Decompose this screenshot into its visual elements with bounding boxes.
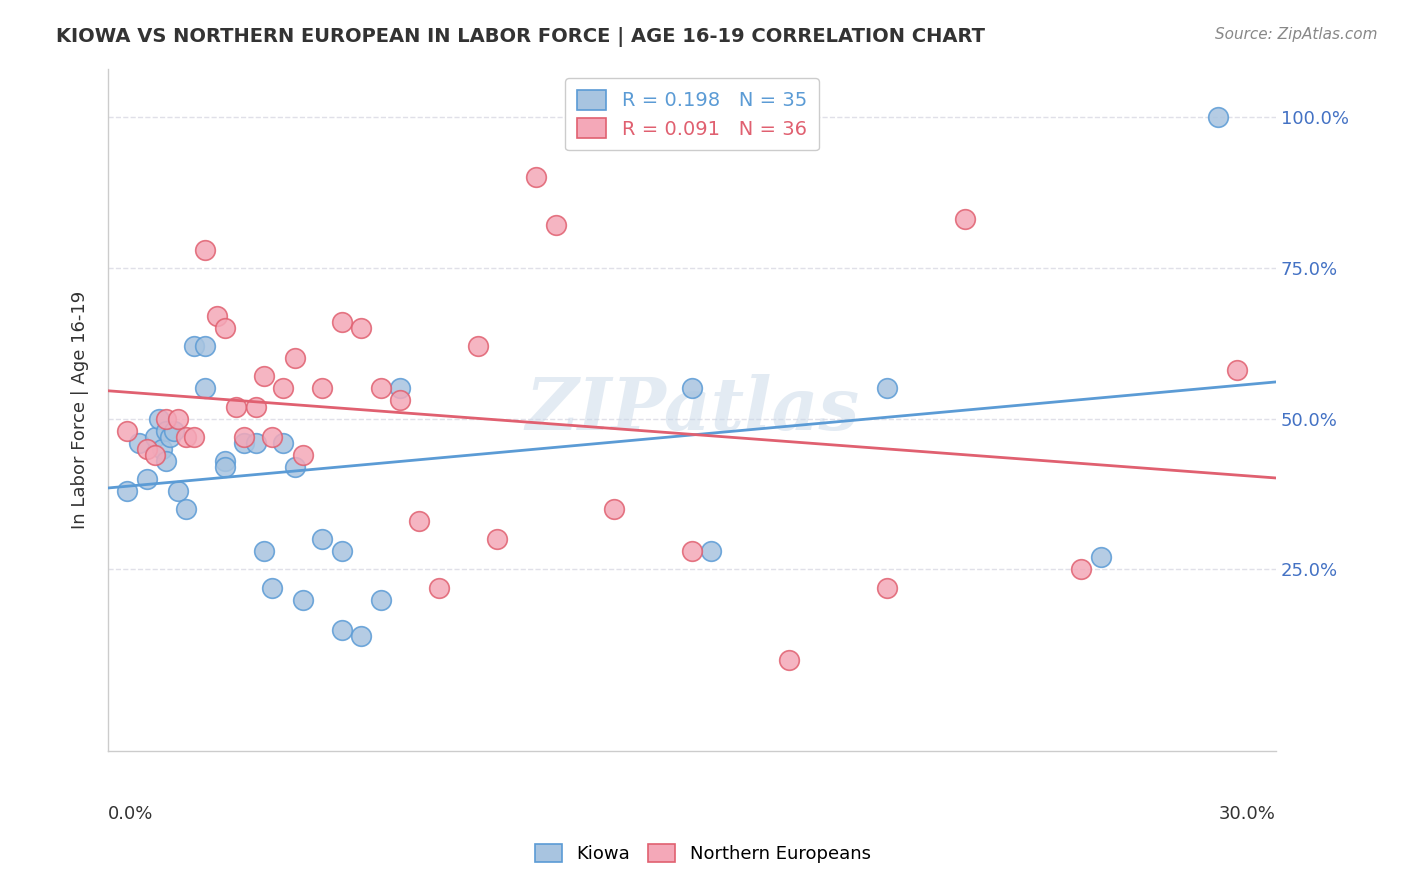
Kiowa xyxy=(128,435,150,450)
Kiowa xyxy=(291,592,314,607)
Northern Europeans xyxy=(486,533,509,547)
Northern Europeans xyxy=(544,219,567,233)
Northern Europeans xyxy=(388,393,411,408)
Kiowa xyxy=(194,381,217,395)
Kiowa xyxy=(271,435,294,450)
Northern Europeans xyxy=(143,448,166,462)
Kiowa xyxy=(330,544,353,558)
Northern Europeans xyxy=(427,581,450,595)
Northern Europeans xyxy=(167,411,190,425)
Northern Europeans xyxy=(467,339,489,353)
Northern Europeans xyxy=(260,430,283,444)
Northern Europeans xyxy=(225,400,247,414)
Northern Europeans xyxy=(1070,562,1092,576)
Kiowa xyxy=(260,581,283,595)
Kiowa xyxy=(330,623,353,637)
Northern Europeans xyxy=(291,448,314,462)
Kiowa xyxy=(311,533,333,547)
Kiowa xyxy=(148,411,170,425)
Kiowa xyxy=(350,629,373,643)
Kiowa xyxy=(284,459,307,474)
Text: 0.0%: 0.0% xyxy=(108,805,153,823)
Kiowa xyxy=(253,544,276,558)
Kiowa xyxy=(167,483,190,498)
Kiowa xyxy=(174,502,197,516)
Text: ZIPatlas: ZIPatlas xyxy=(524,374,859,445)
Y-axis label: In Labor Force | Age 16-19: In Labor Force | Age 16-19 xyxy=(72,291,89,529)
Kiowa xyxy=(183,339,205,353)
Northern Europeans xyxy=(233,430,256,444)
Northern Europeans xyxy=(311,381,333,395)
Northern Europeans xyxy=(524,170,547,185)
Northern Europeans xyxy=(284,351,307,366)
Kiowa xyxy=(700,544,723,558)
Kiowa xyxy=(388,381,411,395)
Text: KIOWA VS NORTHERN EUROPEAN IN LABOR FORCE | AGE 16-19 CORRELATION CHART: KIOWA VS NORTHERN EUROPEAN IN LABOR FORC… xyxy=(56,27,986,46)
Kiowa xyxy=(155,424,177,438)
Northern Europeans xyxy=(778,653,800,667)
Kiowa xyxy=(214,459,236,474)
Kiowa xyxy=(143,430,166,444)
Northern Europeans xyxy=(408,514,430,528)
Northern Europeans xyxy=(1226,363,1249,377)
Kiowa xyxy=(1090,550,1112,565)
Northern Europeans xyxy=(155,411,177,425)
Kiowa xyxy=(370,592,392,607)
Kiowa xyxy=(135,472,157,486)
Text: Source: ZipAtlas.com: Source: ZipAtlas.com xyxy=(1215,27,1378,42)
Northern Europeans xyxy=(271,381,294,395)
Legend: Kiowa, Northern Europeans: Kiowa, Northern Europeans xyxy=(524,833,882,874)
Kiowa xyxy=(1206,110,1229,124)
Text: 30.0%: 30.0% xyxy=(1219,805,1277,823)
Kiowa xyxy=(214,454,236,468)
Northern Europeans xyxy=(194,243,217,257)
Kiowa xyxy=(245,435,267,450)
Legend: R = 0.198   N = 35, R = 0.091   N = 36: R = 0.198 N = 35, R = 0.091 N = 36 xyxy=(565,78,818,151)
Kiowa xyxy=(155,454,177,468)
Northern Europeans xyxy=(350,321,373,335)
Kiowa xyxy=(152,442,174,456)
Northern Europeans xyxy=(245,400,267,414)
Northern Europeans xyxy=(117,424,139,438)
Kiowa xyxy=(194,339,217,353)
Northern Europeans xyxy=(214,321,236,335)
Kiowa xyxy=(159,430,181,444)
Kiowa xyxy=(163,424,186,438)
Northern Europeans xyxy=(253,369,276,384)
Northern Europeans xyxy=(330,315,353,329)
Northern Europeans xyxy=(603,502,626,516)
Northern Europeans xyxy=(183,430,205,444)
Kiowa xyxy=(117,483,139,498)
Northern Europeans xyxy=(953,212,976,227)
Northern Europeans xyxy=(876,581,898,595)
Northern Europeans xyxy=(135,442,157,456)
Kiowa xyxy=(233,435,256,450)
Northern Europeans xyxy=(370,381,392,395)
Kiowa xyxy=(681,381,703,395)
Northern Europeans xyxy=(205,309,228,323)
Kiowa xyxy=(876,381,898,395)
Northern Europeans xyxy=(174,430,197,444)
Northern Europeans xyxy=(681,544,703,558)
